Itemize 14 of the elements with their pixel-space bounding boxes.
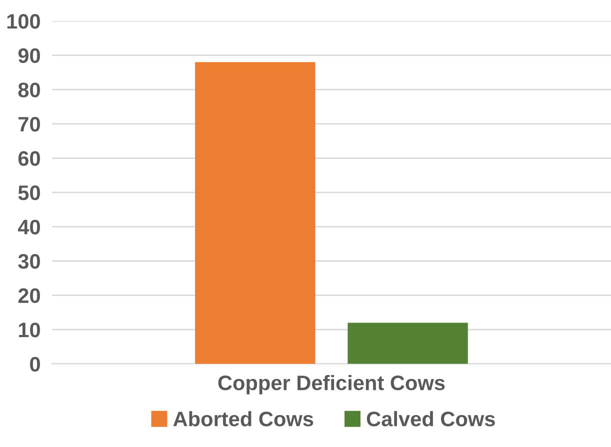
y-tick-label: 90 [18, 48, 40, 64]
y-tick-label: 0 [30, 356, 40, 372]
y-tick-label: 70 [18, 116, 40, 132]
y-tick-label: 100 [7, 14, 40, 29]
y-tick-label: 30 [18, 254, 40, 269]
y-tick-label: 50 [18, 185, 40, 200]
x-tick-label: Copper Deficient Cows [218, 374, 445, 394]
y-tick-label: 10 [18, 322, 40, 338]
y-tick-label: 60 [18, 151, 40, 166]
y-tick-label: 80 [18, 82, 40, 98]
y-tick-label: 20 [18, 288, 40, 304]
legend-label: Aborted Cows [173, 411, 314, 426]
y-tick-label: 40 [18, 220, 40, 234]
legend-label: Calved Cows [366, 411, 495, 426]
